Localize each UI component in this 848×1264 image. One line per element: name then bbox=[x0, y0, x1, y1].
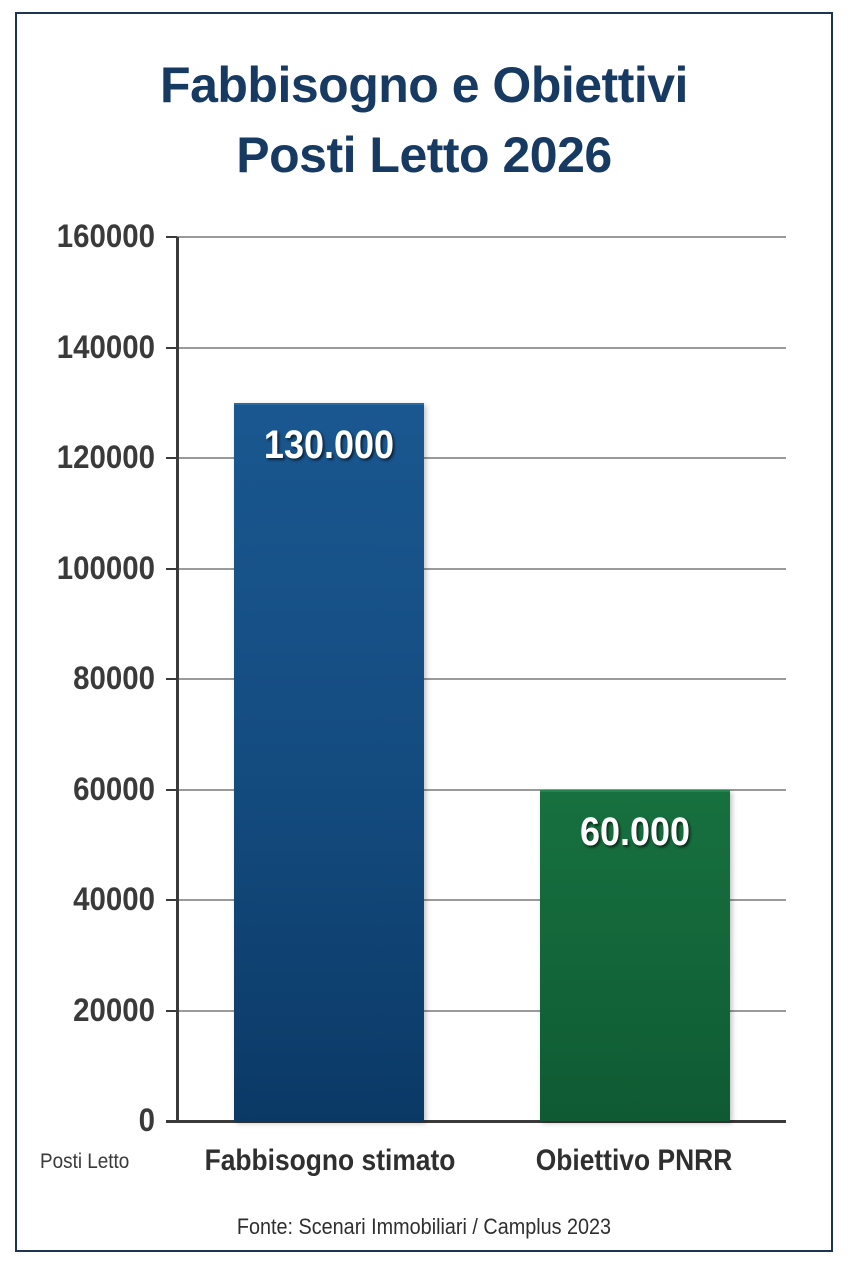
gridline bbox=[177, 678, 786, 680]
y-tick-label: 80000 bbox=[73, 660, 155, 696]
y-tick-mark bbox=[166, 788, 177, 791]
y-tick-label: 140000 bbox=[56, 328, 155, 365]
bar-obiettivo-pnrr: 60.000 bbox=[540, 789, 730, 1121]
x-category-label: Obiettivo PNRR bbox=[535, 1144, 733, 1177]
y-tick-mark bbox=[166, 678, 177, 680]
y-tick-mark bbox=[166, 899, 177, 901]
bar-fabbisogno-stimato: 130.000 bbox=[234, 402, 424, 1121]
y-tick-label: 60000 bbox=[73, 770, 155, 807]
y-axis-unit-label: Posti Letto bbox=[40, 1150, 130, 1173]
gridline bbox=[177, 346, 786, 349]
y-axis-line bbox=[176, 237, 179, 1123]
gridline bbox=[177, 567, 786, 570]
y-tick-mark bbox=[166, 567, 177, 570]
gridline bbox=[177, 457, 786, 459]
chart-title-line-1: Fabbisogno e Obiettivi bbox=[160, 57, 688, 113]
y-tick-mark bbox=[166, 236, 177, 238]
y-tick-label: 0 bbox=[138, 1102, 155, 1138]
y-tick-label: 120000 bbox=[56, 439, 155, 475]
x-category-label: Fabbisogno stimato bbox=[204, 1144, 456, 1177]
y-tick-label: 40000 bbox=[73, 881, 155, 917]
y-tick-mark bbox=[166, 1009, 177, 1012]
y-tick-label: 100000 bbox=[56, 549, 155, 586]
chart-title: Fabbisogno e Obiettivi Posti Letto 2026 bbox=[0, 50, 848, 190]
chart-title-line-2: Posti Letto 2026 bbox=[236, 127, 612, 183]
y-tick-mark bbox=[166, 346, 177, 349]
y-tick-label: 20000 bbox=[73, 991, 155, 1028]
gridline bbox=[177, 899, 786, 901]
y-tick-mark bbox=[166, 457, 177, 459]
gridline bbox=[177, 236, 786, 238]
bar-value-label: 60.000 bbox=[579, 809, 691, 854]
x-axis-line bbox=[166, 1120, 786, 1123]
gridline bbox=[177, 788, 786, 791]
bar-value-label: 130.000 bbox=[263, 422, 395, 467]
gridline bbox=[177, 1009, 786, 1012]
source-caption: Fonte: Scenari Immobiliari / Camplus 202… bbox=[236, 1214, 612, 1239]
y-tick-label: 160000 bbox=[56, 218, 155, 254]
